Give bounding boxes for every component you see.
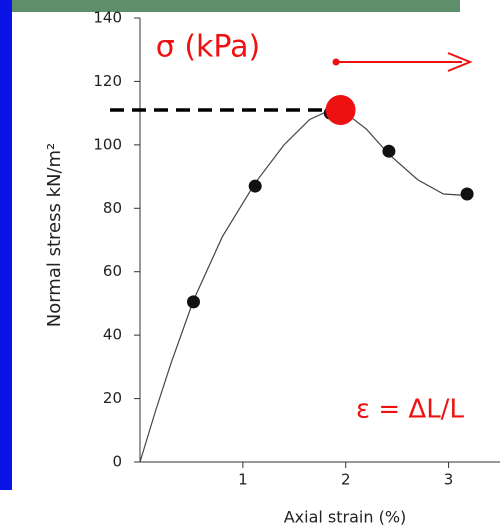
y-tick-label: 40 xyxy=(103,326,122,344)
y-tick-label: 80 xyxy=(103,199,122,217)
y-tick-label: 140 xyxy=(93,9,122,27)
arrow-head xyxy=(447,52,473,72)
data-point xyxy=(382,144,396,158)
fit-curve xyxy=(139,109,470,463)
x-axis-label: Axial strain (%) xyxy=(284,508,407,527)
arrow-tail xyxy=(332,58,340,66)
x-tick-label: 3 xyxy=(444,471,454,489)
top-image-strip xyxy=(12,0,460,12)
y-tick-label: 120 xyxy=(93,72,122,90)
strain-annotation: ε = ΔL/L xyxy=(356,395,464,425)
y-tick-label: 100 xyxy=(93,135,122,153)
y-tick-label: 0 xyxy=(112,453,122,471)
x-tick-label: 2 xyxy=(341,471,351,489)
x-tick-label: 1 xyxy=(238,471,248,489)
data-point xyxy=(248,179,262,193)
data-point xyxy=(460,187,474,201)
highlight-point xyxy=(325,94,356,125)
y-tick-label: 60 xyxy=(103,262,122,280)
data-point xyxy=(186,295,200,309)
y-tick-label: 20 xyxy=(103,389,122,407)
y-axis-label: Normal stress kN/m² xyxy=(44,143,65,328)
stress-annotation: σ (kPa) xyxy=(156,30,260,65)
blue-strip xyxy=(0,0,12,490)
